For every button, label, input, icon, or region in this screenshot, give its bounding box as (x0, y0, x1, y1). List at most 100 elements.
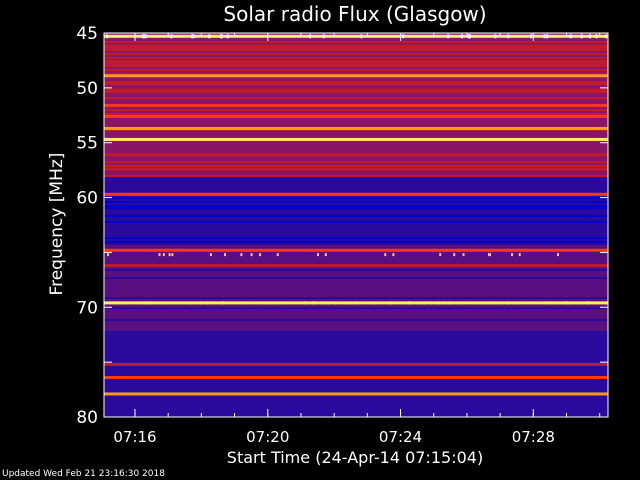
spectrogram-row (104, 211, 608, 213)
spectrogram-row (104, 361, 608, 363)
spectrogram-row (104, 129, 608, 131)
burst-speck (475, 301, 478, 305)
spectrogram-row (104, 227, 608, 229)
burst-speck (274, 301, 277, 305)
burst-speck (389, 301, 392, 305)
burst-speck (276, 253, 279, 257)
spectrogram-row (104, 99, 608, 101)
spectrogram-row (104, 269, 608, 271)
burst-speck (165, 301, 168, 305)
spectrogram-row (104, 405, 608, 407)
burst-speck (437, 301, 440, 305)
burst-speck (602, 301, 605, 305)
burst-speck (586, 301, 589, 305)
burst-speck (262, 301, 265, 305)
burst-speck (226, 34, 229, 39)
spectrogram-row (104, 83, 608, 85)
spectrogram-row (104, 311, 608, 313)
spectrogram-row (104, 367, 608, 369)
spectrogram (104, 33, 608, 417)
spectrogram-row (104, 235, 608, 237)
chart-title: Solar radio Flux (Glasgow) (223, 2, 486, 26)
spectrogram-row (104, 213, 608, 215)
x-tick-label: 07:20 (246, 428, 289, 446)
frequency-band (104, 153, 608, 157)
spectrogram-row (104, 199, 608, 201)
spectrogram-row (104, 49, 608, 51)
spectrogram-row (104, 71, 608, 73)
burst-speck (569, 34, 572, 39)
burst-speck (493, 301, 496, 305)
y-tick-label: 60 (76, 189, 98, 209)
burst-speck (171, 253, 174, 257)
spectrogram-row (104, 241, 608, 243)
burst-speck (107, 253, 110, 257)
spectrogram-row (104, 57, 608, 59)
burst-speck (346, 301, 349, 305)
spectrogram-row (104, 67, 608, 69)
spectrogram-row (104, 321, 608, 323)
burst-speck (384, 253, 387, 257)
spectrogram-row (104, 395, 608, 397)
spectrogram-row (104, 253, 608, 255)
spectrogram-row (104, 175, 608, 177)
burst-speck (250, 253, 253, 257)
burst-speck (513, 301, 516, 305)
burst-speck (565, 301, 568, 305)
burst-speck (482, 301, 485, 305)
spectrogram-row (104, 371, 608, 373)
burst-speck (543, 34, 546, 39)
burst-speck (447, 34, 450, 39)
spectrogram-row (104, 263, 608, 265)
spectrogram-row (104, 107, 608, 109)
x-tick-label: 07:28 (512, 428, 555, 446)
frequency-band (104, 114, 608, 118)
burst-speck (429, 301, 432, 305)
spectrogram-row (104, 237, 608, 239)
burst-speck (158, 253, 161, 257)
spectrogram-row (104, 41, 608, 43)
burst-speck (189, 301, 192, 305)
spectrogram-row (104, 277, 608, 279)
spectrogram-row (104, 335, 608, 337)
frequency-band (104, 44, 608, 48)
burst-speck (208, 34, 211, 39)
spectrogram-row (104, 389, 608, 391)
spectrogram-row (104, 337, 608, 339)
spectrogram-row (104, 113, 608, 115)
spectrogram-row (104, 231, 608, 233)
frequency-band (104, 34, 608, 38)
spectrogram-row (104, 181, 608, 183)
burst-speck (322, 34, 325, 39)
spectrogram-row (104, 73, 608, 75)
y-tick-label: 80 (76, 408, 98, 428)
spectrogram-row (104, 177, 608, 179)
spectrogram-row (104, 209, 608, 211)
spectrogram-row (104, 39, 608, 41)
spectrogram-row (104, 101, 608, 103)
spectrogram-row (104, 267, 608, 269)
frequency-band (104, 60, 608, 64)
burst-speck (304, 301, 307, 305)
burst-speck (471, 301, 474, 305)
burst-speck (439, 253, 442, 257)
burst-speck (581, 301, 584, 305)
spectrogram-row (104, 79, 608, 81)
spectrogram-row (104, 399, 608, 401)
y-tick-label: 45 (76, 24, 98, 44)
burst-speck (209, 253, 212, 257)
spectrogram-row (104, 351, 608, 353)
burst-speck (327, 301, 330, 305)
spectrogram-row (104, 63, 608, 65)
frequency-band (104, 74, 608, 78)
spectrogram-row (104, 305, 608, 307)
spectrogram-row (104, 151, 608, 153)
spectrogram-row (104, 205, 608, 207)
y-tick-label: 55 (76, 134, 98, 154)
spectrogram-row (104, 119, 608, 121)
burst-speck (402, 34, 405, 39)
spectrogram-row (104, 219, 608, 221)
updated-timestamp: Updated Wed Feb 21 23:16:30 2018 (2, 469, 165, 479)
spectrogram-row (104, 207, 608, 209)
burst-speck (424, 301, 427, 305)
